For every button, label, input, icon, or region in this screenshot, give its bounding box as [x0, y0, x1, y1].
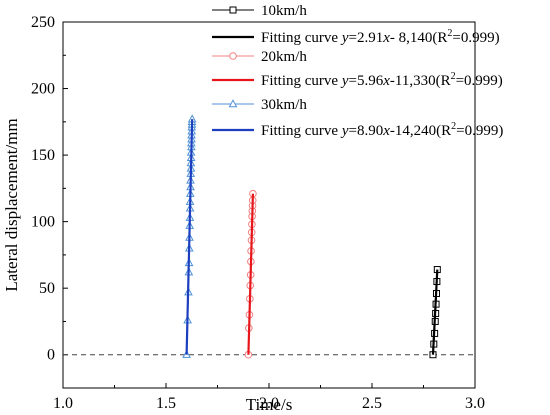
legend-label: 20km/h	[261, 49, 307, 65]
x-tick-label: 1.5	[156, 395, 176, 412]
series-layer	[182, 114, 441, 359]
y-tick-label: 200	[31, 81, 55, 98]
x-tick-label: 1.0	[53, 395, 73, 412]
legend-entry-3: Fitting curve y=5.96x-11,330(R2=0.999)	[212, 71, 503, 89]
x-axis-ticks: 1.0 1.5 2.0 2.5 3.0	[53, 383, 485, 412]
legend: 10km/h Fitting curve y=2.91x- 8,140(R2=0.…	[212, 3, 503, 139]
legend-label: 30km/h	[261, 97, 307, 113]
x-axis-label: Time/s	[246, 395, 293, 414]
y-tick-label: 50	[39, 280, 55, 297]
y-tick-label: 0	[47, 347, 55, 364]
legend-marker	[229, 6, 237, 14]
legend-label: Fitting curve y=2.91x- 8,140(R2=0.999)	[261, 28, 500, 46]
legend-marker	[228, 99, 238, 108]
legend-entry-1: Fitting curve y=2.91x- 8,140(R2=0.999)	[212, 28, 500, 46]
fit-line	[431, 269, 439, 355]
legend-entry-4: 30km/h	[212, 97, 307, 113]
x-tick-label: 3.0	[465, 395, 485, 412]
y-axis-label: Lateral displacement/mm	[2, 118, 21, 291]
legend-entry-2: 20km/h	[212, 49, 307, 65]
x-tick-label: 2.5	[362, 395, 382, 412]
y-tick-label: 100	[31, 214, 55, 231]
legend-label: Fitting curve y=8.90x-14,240(R2=0.999)	[261, 121, 503, 139]
y-tick-label: 150	[31, 147, 55, 164]
fit-line	[185, 119, 194, 355]
legend-label: Fitting curve y=5.96x-11,330(R2=0.999)	[261, 71, 503, 89]
fit-line	[247, 193, 255, 355]
y-axis-ticks: 0 50 100 150 200 250	[31, 14, 68, 364]
series-5-fit-line	[185, 119, 194, 355]
x-tick-label: 2.0	[259, 395, 279, 412]
series-1-fit-line	[431, 269, 439, 355]
legend-entry-5: Fitting curve y=8.90x-14,240(R2=0.999)	[212, 121, 503, 139]
y-tick-label: 250	[31, 14, 55, 31]
series-3-fit-line	[247, 193, 255, 355]
legend-marker	[229, 52, 237, 60]
legend-entry-0: 10km/h	[212, 3, 307, 19]
legend-label: 10km/h	[261, 3, 307, 19]
